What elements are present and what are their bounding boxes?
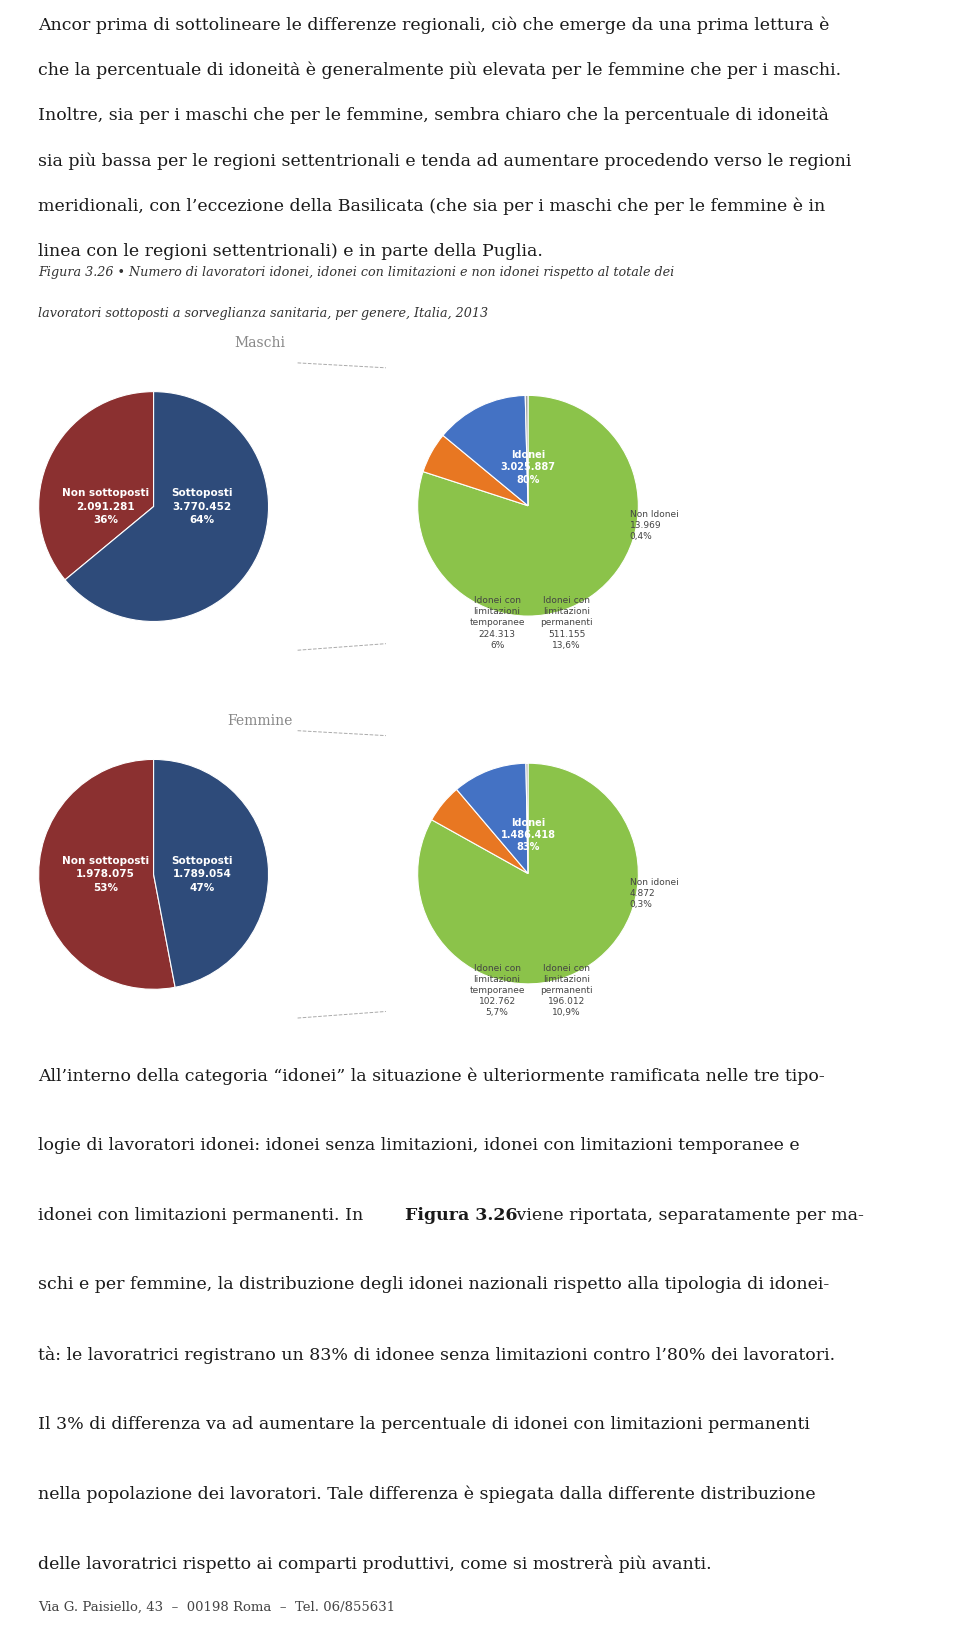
Wedge shape xyxy=(38,392,154,580)
Wedge shape xyxy=(443,396,528,506)
Wedge shape xyxy=(418,396,638,616)
Text: Inoltre, sia per i maschi che per le femmine, sembra chiaro che la percentuale d: Inoltre, sia per i maschi che per le fem… xyxy=(38,107,829,125)
Wedge shape xyxy=(65,392,269,621)
Wedge shape xyxy=(432,790,528,874)
Text: Idonei con
limitazioni
permanenti
196.012
10,9%: Idonei con limitazioni permanenti 196.01… xyxy=(540,964,593,1018)
Text: Idonei con
limitazioni
permanenti
511.155
13,6%: Idonei con limitazioni permanenti 511.15… xyxy=(540,596,593,650)
Text: Femmine: Femmine xyxy=(228,714,293,727)
Text: idonei con limitazioni permanenti. In: idonei con limitazioni permanenti. In xyxy=(38,1207,370,1223)
Wedge shape xyxy=(525,396,528,506)
Text: Sottoposti
3.770.452
64%: Sottoposti 3.770.452 64% xyxy=(171,488,232,525)
Text: Idonei
3.025.887
80%: Idonei 3.025.887 80% xyxy=(500,450,556,484)
Text: Sottoposti
1.789.054
47%: Sottoposti 1.789.054 47% xyxy=(171,855,232,893)
Text: Ancor prima di sottolineare le differenze regionali, ciò che emerge da una prima: Ancor prima di sottolineare le differenz… xyxy=(38,16,829,34)
Text: che la percentuale di idoneità è generalmente più elevata per le femmine che pe: che la percentuale di idoneità è genera… xyxy=(38,62,842,79)
Text: Maschi: Maschi xyxy=(234,337,286,350)
Text: tà: le lavoratrici registrano un 83% di idonee senza limitazioni contro l’80% de: tà: le lavoratrici registrano un 83% di … xyxy=(38,1346,835,1365)
Text: Figura 3.26: Figura 3.26 xyxy=(405,1207,517,1223)
Text: Non sottoposti
2.091.281
36%: Non sottoposti 2.091.281 36% xyxy=(61,488,149,525)
Text: schi e per femmine, la distribuzione degli idonei nazionali rispetto alla tipolo: schi e per femmine, la distribuzione deg… xyxy=(38,1276,829,1294)
Text: Idonei con
limitazioni
temporanee
224.313
6%: Idonei con limitazioni temporanee 224.31… xyxy=(469,596,525,650)
Text: Idonei con
limitazioni
temporanee
102.762
5,7%: Idonei con limitazioni temporanee 102.76… xyxy=(469,964,525,1018)
Text: Via G. Paisiello, 43  –  00198 Roma  –  Tel. 06/855631: Via G. Paisiello, 43 – 00198 Roma – Tel.… xyxy=(38,1601,396,1614)
Text: Il 3% di differenza va ad aumentare la percentuale di idonei con limitazioni per: Il 3% di differenza va ad aumentare la p… xyxy=(38,1415,810,1433)
Wedge shape xyxy=(423,435,528,506)
Text: Figura 3.26 • Numero di lavoratori idonei, idonei con limitazioni e non idonei r: Figura 3.26 • Numero di lavoratori idone… xyxy=(38,266,675,279)
Text: nella popolazione dei lavoratori. Tale differenza è spiegata dalla differente di: nella popolazione dei lavoratori. Tale d… xyxy=(38,1486,816,1502)
Text: meridionali, con l’eccezione della Basilicata (che sia per i maschi che per le f: meridionali, con l’eccezione della Basil… xyxy=(38,199,826,215)
Text: lavoratori sottoposti a sorveglianza sanitaria, per genere, Italia, 2013: lavoratori sottoposti a sorveglianza san… xyxy=(38,307,489,320)
Text: Non idonei
4.872
0,3%: Non idonei 4.872 0,3% xyxy=(630,878,679,910)
Wedge shape xyxy=(38,759,175,988)
Text: Non sottoposti
1.978.075
53%: Non sottoposti 1.978.075 53% xyxy=(61,855,149,893)
Text: linea con le regioni settentrionali) e in parte della Puglia.: linea con le regioni settentrionali) e i… xyxy=(38,243,543,261)
Text: delle lavoratrici rispetto ai comparti produttivi, come si mostrerà più avanti.: delle lavoratrici rispetto ai comparti p… xyxy=(38,1555,712,1573)
Text: sia più bassa per le regioni settentrionali e tenda ad aumentare procedendo vers: sia più bassa per le regioni settentrion… xyxy=(38,153,852,171)
Wedge shape xyxy=(457,764,528,874)
Wedge shape xyxy=(154,759,269,987)
Text: Idonei
1.486.418
83%: Idonei 1.486.418 83% xyxy=(500,818,556,852)
Text: logie di lavoratori idonei: idonei senza limitazioni, idonei con limitazioni tem: logie di lavoratori idonei: idonei senza… xyxy=(38,1136,800,1154)
Wedge shape xyxy=(526,764,528,874)
Text: Non Idonei
13.969
0,4%: Non Idonei 13.969 0,4% xyxy=(630,511,679,542)
Text: viene riportata, separatamente per ma-: viene riportata, separatamente per ma- xyxy=(511,1207,864,1223)
Text: All’interno della categoria “idonei” la situazione è ulteriormente ramificata ne: All’interno della categoria “idonei” la … xyxy=(38,1067,826,1085)
Wedge shape xyxy=(418,764,638,984)
